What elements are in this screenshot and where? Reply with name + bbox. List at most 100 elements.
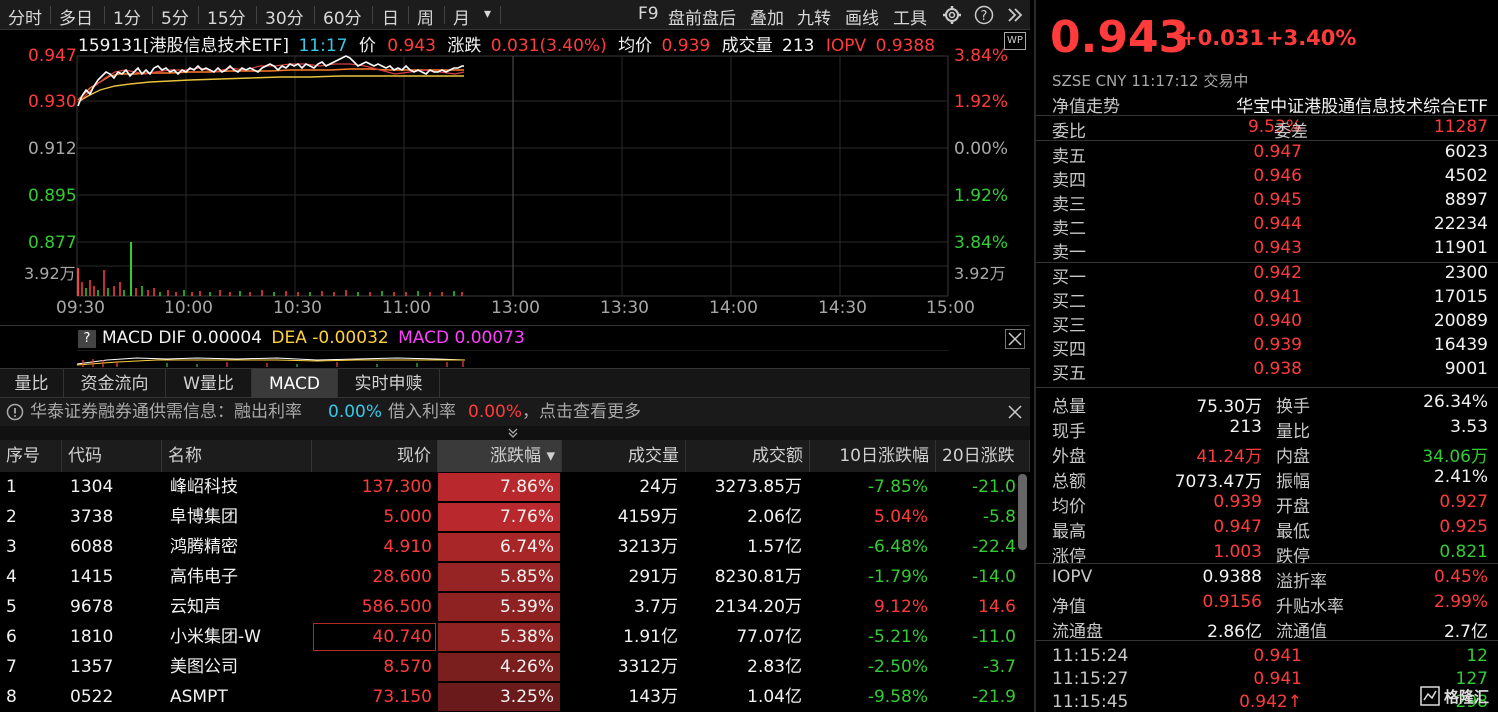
table-row[interactable]: 4 1415 高伟电子 28.600 5.85% 291万 8230.81万 -1.79% -1… [0, 562, 1020, 592]
col-header-10d-change[interactable]: 10日涨跌幅 [810, 440, 936, 472]
period-1min[interactable]: 1分 [113, 9, 141, 29]
help-icon[interactable]: ? [974, 5, 994, 25]
col-header-code[interactable]: 代码 [62, 440, 162, 472]
table-row[interactable]: 6 1810 小米集团-W 40.740 5.38% 1.91亿 77.07亿 -5.21% -… [0, 622, 1020, 652]
col-header-price[interactable]: 现价 [312, 440, 438, 472]
stat-value: 0.939 [1213, 492, 1262, 512]
cell-price: 40.740 [372, 627, 432, 647]
bid-level-price[interactable]: 0.941 [1253, 287, 1302, 307]
period-month[interactable]: 月 [453, 9, 470, 29]
tab-capital-flow[interactable]: 资金流向 [64, 369, 166, 399]
cell-index: 6 [6, 627, 17, 647]
period-multiday[interactable]: 多日 [59, 9, 93, 29]
tab-volume-ratio[interactable]: 量比 [0, 369, 64, 399]
cell-amount: 2.06亿 [747, 507, 802, 527]
nine-turn-button[interactable]: 九转 [797, 9, 831, 29]
cell-20d-change: -22.4 [972, 537, 1016, 557]
y-left-label: 0.912 [28, 139, 77, 159]
close-icon[interactable] [1006, 403, 1024, 421]
table-row[interactable]: 3 6088 鸿腾精密 4.910 6.74% 3213万 1.57亿 -6.48% -22.4 [0, 532, 1020, 562]
cell-10d-change: -2.50% [867, 657, 928, 677]
price-highlight-box [313, 623, 436, 651]
cell-20d-change: -5.8 [982, 507, 1016, 527]
period-week[interactable]: 周 [417, 9, 434, 29]
cell-price: 137.300 [361, 477, 432, 497]
tab-w-volume-ratio[interactable]: W量比 [166, 369, 252, 399]
double-chevron-right-icon[interactable] [1006, 6, 1024, 24]
overlay-button[interactable]: 叠加 [750, 9, 784, 29]
stat-value: 75.30万 [1196, 397, 1262, 417]
period-15min[interactable]: 15分 [207, 9, 246, 29]
cell-name: 美图公司 [170, 657, 238, 677]
ask-level-price[interactable]: 0.946 [1253, 166, 1302, 186]
tools-button[interactable]: 工具 [893, 9, 927, 29]
ask-level-label: 卖五 [1052, 147, 1086, 167]
period-day[interactable]: 日 [382, 9, 399, 29]
macd-panel[interactable]: ? MACD DIF 0.00004 DEA -0.00032 MACD 0.0… [0, 325, 1030, 368]
bid-level-price[interactable]: 0.938 [1253, 359, 1302, 379]
cell-20d-change: -14.0 [972, 567, 1016, 587]
chevron-down-icon[interactable] [507, 427, 519, 439]
tick-volume: 298 [1455, 692, 1488, 712]
x-tick: 13:30 [600, 298, 649, 318]
macd-help-icon[interactable]: ? [78, 330, 96, 348]
margin-notice-bar[interactable]: 华泰证券融券通供需信息：融出利率 0.00% 借入利率 0.00% ，点击查看更… [0, 398, 1030, 426]
ask-level-price[interactable]: 0.944 [1253, 214, 1302, 234]
table-row[interactable]: 7 1357 美图公司 8.570 4.26% 3312万 2.83亿 -2.50% -3.7 [0, 652, 1020, 682]
period-30min[interactable]: 30分 [265, 9, 304, 29]
iopv-label: IOPV [825, 36, 867, 56]
ask-level-price[interactable]: 0.947 [1253, 142, 1302, 162]
cell-amount: 8230.81万 [714, 567, 802, 587]
cell-code: 3738 [70, 507, 114, 527]
bid-level-price[interactable]: 0.939 [1253, 335, 1302, 355]
col-header-volume[interactable]: 成交量 [562, 440, 686, 472]
tab-macd[interactable]: MACD [252, 369, 338, 399]
cell-amount: 1.04亿 [747, 687, 802, 707]
pre-post-market-button[interactable]: 盘前盘后 [668, 9, 736, 29]
volume-label: 成交量 [721, 36, 773, 56]
col-header-change-pct[interactable]: 涨跌幅 ▾ [438, 440, 562, 472]
ask-level-price[interactable]: 0.945 [1253, 190, 1302, 210]
cell-change-pct: 5.85% [499, 567, 554, 587]
cell-index: 4 [6, 567, 17, 587]
cell-name: 高伟电子 [170, 567, 238, 587]
wp-icon[interactable]: WP [1004, 32, 1026, 50]
price-change-pct: +3.40% [1266, 26, 1357, 50]
close-icon[interactable] [1005, 329, 1025, 349]
table-row[interactable]: 5 9678 云知声 586.500 5.39% 3.7万 2134.20万 9.12% 14.… [0, 592, 1020, 622]
cell-name: 小米集团-W [170, 627, 261, 647]
table-row[interactable]: 1 1304 峰岹科技 137.300 7.86% 24万 3273.85万 -7.85% -2… [0, 472, 1020, 502]
period-60min[interactable]: 60分 [323, 9, 362, 29]
period-more-dropdown[interactable]: ▾ [484, 6, 492, 22]
change-heat-cell [438, 653, 560, 681]
f9-button[interactable]: F9 [638, 4, 659, 24]
expand-bar[interactable] [0, 426, 1030, 440]
notice-more-link[interactable]: ，点击查看更多 [522, 402, 641, 422]
table-row[interactable]: 2 3738 阜博集团 5.000 7.76% 4159万 2.06亿 5.04% -5.8 [0, 502, 1020, 532]
col-header-name[interactable]: 名称 [162, 440, 312, 472]
gear-icon[interactable] [942, 5, 962, 25]
col-header-index[interactable]: 序号 [0, 440, 62, 472]
table-row[interactable]: 8 0522 ASMPT 73.150 3.25% 143万 1.04亿 -9.58% -21.… [0, 682, 1020, 712]
stat-value: 7073.47万 [1174, 472, 1262, 492]
col-header-20d-change[interactable]: 20日涨跌 [936, 440, 1030, 472]
period-intraday[interactable]: 分时 [8, 9, 42, 29]
bid-level-price[interactable]: 0.940 [1253, 311, 1302, 331]
bid-level-price[interactable]: 0.942 [1253, 263, 1302, 283]
constituents-table: 序号 代码 名称 现价 涨跌幅 ▾ 成交量 成交额 10日涨跌幅 20日涨跌 1… [0, 440, 1030, 712]
nav-trend-link[interactable]: 净值走势 [1052, 97, 1120, 117]
macd-dea-label: DEA [271, 328, 307, 348]
chart-time: 11:17 [298, 36, 348, 56]
cell-change-pct: 5.39% [499, 597, 554, 617]
cell-volume: 3312万 [617, 657, 678, 677]
draw-line-button[interactable]: 画线 [845, 9, 879, 29]
period-5min[interactable]: 5分 [161, 9, 189, 29]
table-scrollbar[interactable] [1018, 474, 1027, 550]
ask-level-price[interactable]: 0.943 [1253, 238, 1302, 258]
col-header-amount[interactable]: 成交额 [686, 440, 810, 472]
macd-histogram [77, 350, 949, 367]
tab-realtime-subscription[interactable]: 实时申赎 [338, 369, 440, 399]
stat-label: 振幅 [1276, 472, 1310, 492]
stat-label: 涨停 [1052, 547, 1086, 567]
intraday-chart[interactable]: 159131[港股信息技术ETF] 11:17 价 0.943 涨跌 0.031… [0, 30, 1030, 325]
